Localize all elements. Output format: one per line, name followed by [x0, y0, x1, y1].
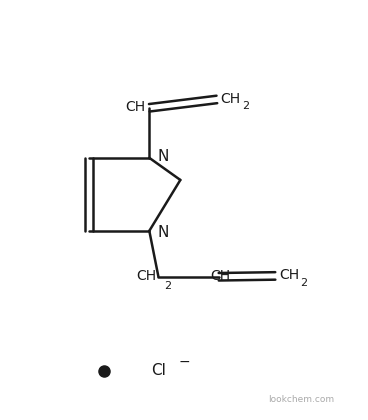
Text: 2: 2 [300, 278, 307, 288]
Text: lookchem.com: lookchem.com [268, 395, 334, 404]
Text: CH: CH [125, 100, 146, 114]
Text: N: N [158, 149, 169, 164]
Text: CH: CH [220, 92, 241, 105]
Text: N: N [158, 225, 169, 240]
Text: CH: CH [210, 269, 231, 283]
Text: CH: CH [279, 268, 299, 282]
Text: −: − [178, 355, 190, 369]
Text: 2: 2 [242, 101, 249, 111]
Text: 2: 2 [164, 281, 171, 291]
Text: Cl: Cl [151, 363, 166, 378]
Text: CH: CH [137, 269, 157, 283]
